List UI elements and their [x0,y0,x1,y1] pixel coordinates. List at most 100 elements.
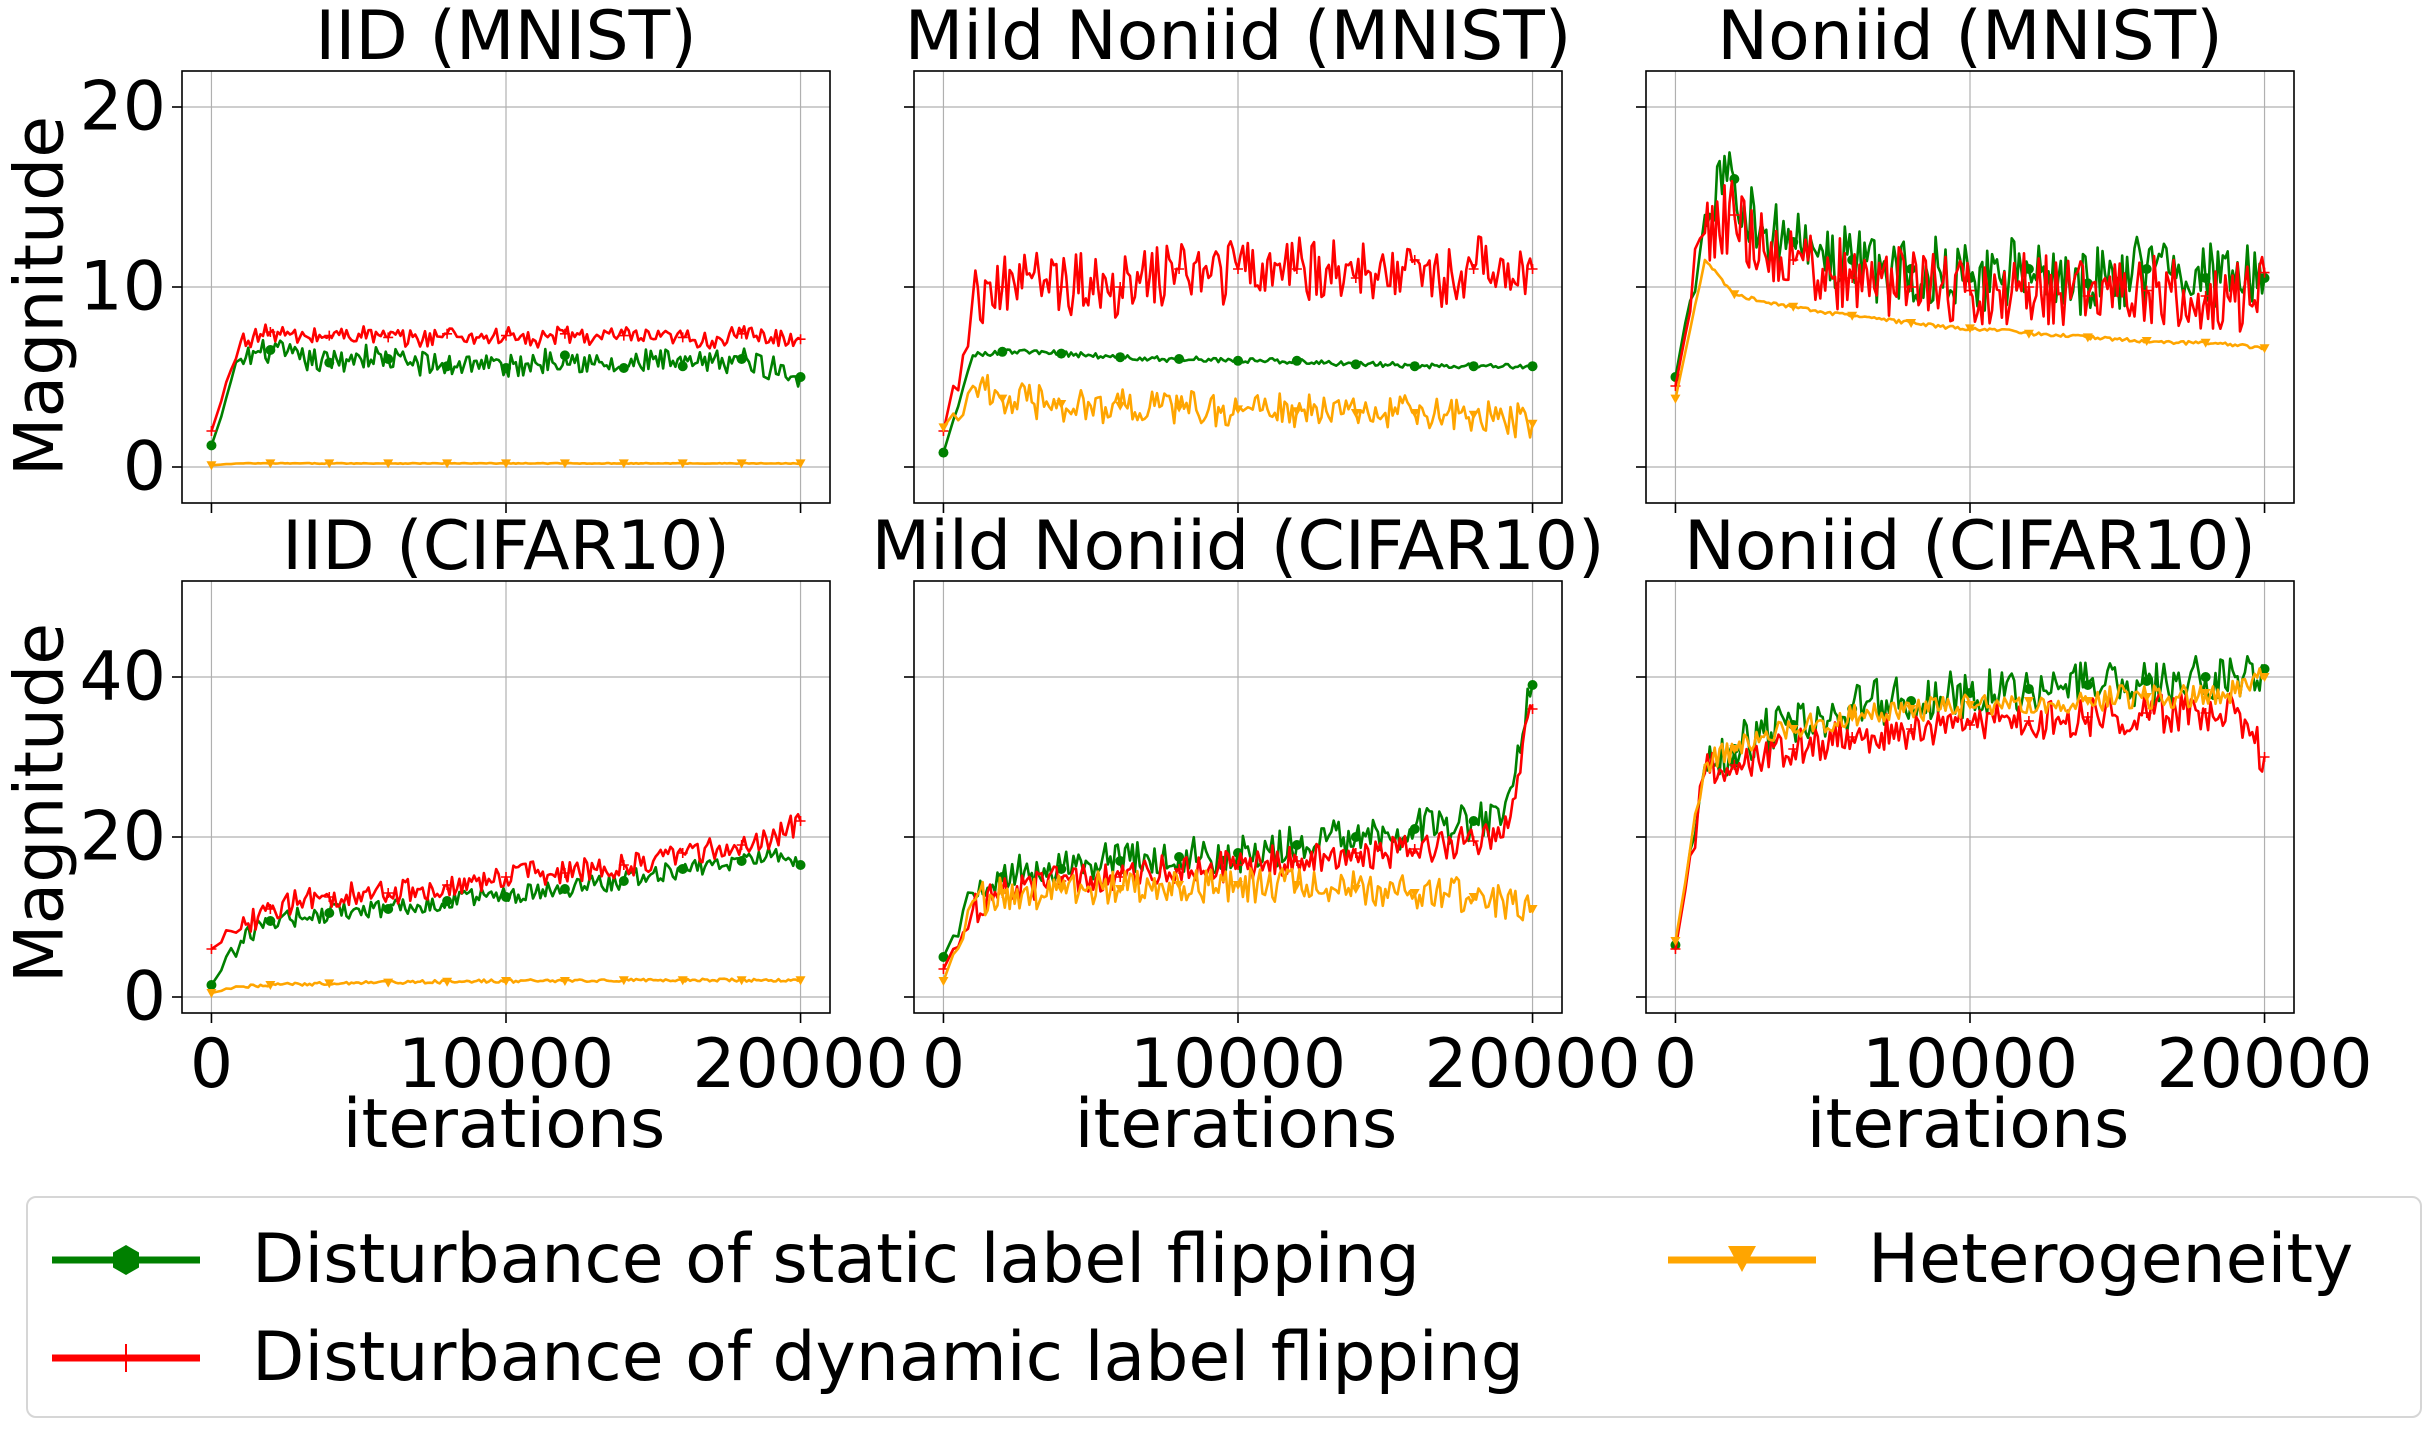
marker-heterogeneity [1729,290,1740,300]
marker-heterogeneity [938,423,949,433]
marker-dynamic [2141,708,2152,718]
marker-dynamic [206,426,217,436]
subplot-title: IID (MNIST) [315,0,696,76]
marker-static [618,876,629,886]
legend-swatch-heterogeneity [1668,1246,1816,1272]
marker-dynamic [2082,712,2093,722]
marker-static [559,350,570,361]
marker-static [1965,688,1975,698]
marker-static [938,952,949,962]
marker-static [2200,273,2211,283]
marker-static [618,363,629,373]
series-line-heterogeneity [1674,667,2266,942]
marker-dynamic [677,332,688,343]
marker-dynamic [618,330,629,341]
x-tick-label: 10000 [1862,1025,2078,1104]
marker-static [1115,352,1126,363]
x-tick-label: 10000 [398,1025,614,1104]
marker-dynamic [1527,264,1538,274]
marker-static [1233,355,1243,366]
plot-area [938,235,1538,458]
marker-static [324,908,335,918]
marker-heterogeneity [1233,405,1243,415]
subplot-title: Noniid (CIFAR10) [1684,507,2256,586]
marker-dynamic [1350,848,1361,858]
marker-heterogeneity [2200,689,2211,698]
marker-static [1291,355,1302,366]
marker-dynamic [2200,291,2211,301]
marker-dynamic [736,328,747,339]
marker-heterogeneity [2023,697,2034,706]
series-line-dynamic [1674,179,2266,387]
subplot-1: 0 10 20 IID (MNIST) [79,0,831,513]
marker-heterogeneity [1847,713,1858,722]
marker-heterogeneity [618,976,629,986]
marker-dynamic [383,332,394,343]
marker-static [265,916,276,926]
marker-heterogeneity [1174,881,1185,890]
marker-dynamic [1056,282,1067,292]
marker-static [1409,824,1420,834]
marker-static [677,361,688,372]
marker-static [2259,664,2270,674]
marker-dynamic [2082,291,2093,301]
marker-static [1350,359,1361,370]
marker-heterogeneity [2082,333,2093,343]
marker-heterogeneity [559,459,570,469]
marker-dynamic [442,328,453,339]
marker-dynamic [618,860,629,870]
legend-label-dynamic: Disturbance of dynamic label flipping [252,1318,1524,1397]
marker-heterogeneity [795,459,806,469]
marker-heterogeneity [1847,311,1858,321]
marker-static [2023,684,2034,694]
marker-dynamic [1174,264,1185,274]
subplot-title: Noniid (MNIST) [1717,0,2222,76]
marker-static [383,354,394,364]
series-line-heterogeneity [1674,258,2265,399]
marker-dynamic [206,944,217,954]
marker-dynamic [1847,273,1858,283]
subplot-3: Noniid (MNIST) [1636,0,2295,513]
legend-item-static: Disturbance of static label flipping [52,1226,1420,1294]
series-line-static [210,846,802,986]
marker-static [324,357,335,368]
marker-static [442,361,453,372]
marker-heterogeneity [938,977,949,986]
x-tick-label: 0 [1654,1025,1697,1104]
marker-static [2141,264,2152,274]
legend-swatch-static [52,1245,200,1275]
marker-heterogeneity [206,989,217,998]
y-tick-label: 0 [123,958,166,1037]
marker-heterogeneity [997,889,1008,898]
series-line-static [210,338,802,446]
marker-heterogeneity [1906,319,1917,328]
marker-heterogeneity [206,461,217,471]
marker-heterogeneity [2259,673,2270,682]
marker-static [795,860,806,870]
subplot-6: 0 10000 20000 Noniid (CIFAR10) [1636,507,2373,1104]
marker-heterogeneity [1788,725,1799,734]
marker-static [1174,852,1185,862]
marker-dynamic [1409,844,1420,854]
xlabel-col3: iterations [1807,1085,2130,1164]
marker-dynamic [1729,760,1740,770]
y-tick-label: 40 [79,638,166,717]
marker-heterogeneity [1115,885,1126,894]
series-line-dynamic [210,323,802,432]
marker-static [265,345,276,355]
marker-static [1906,696,1917,706]
marker-heterogeneity [383,978,394,988]
marker-heterogeneity [1350,409,1361,418]
marker-static [383,904,394,914]
series-line-dynamic [942,235,1534,432]
marker-dynamic [501,872,511,882]
y-tick-label: 20 [79,68,166,147]
x-tick-label: 20000 [2156,1025,2372,1104]
marker-heterogeneity [1409,409,1420,418]
marker-dynamic [1350,273,1361,283]
marker-dynamic [559,328,570,339]
marker-dynamic [1788,255,1799,265]
marker-dynamic [501,330,511,341]
marker-heterogeneity [677,976,688,986]
